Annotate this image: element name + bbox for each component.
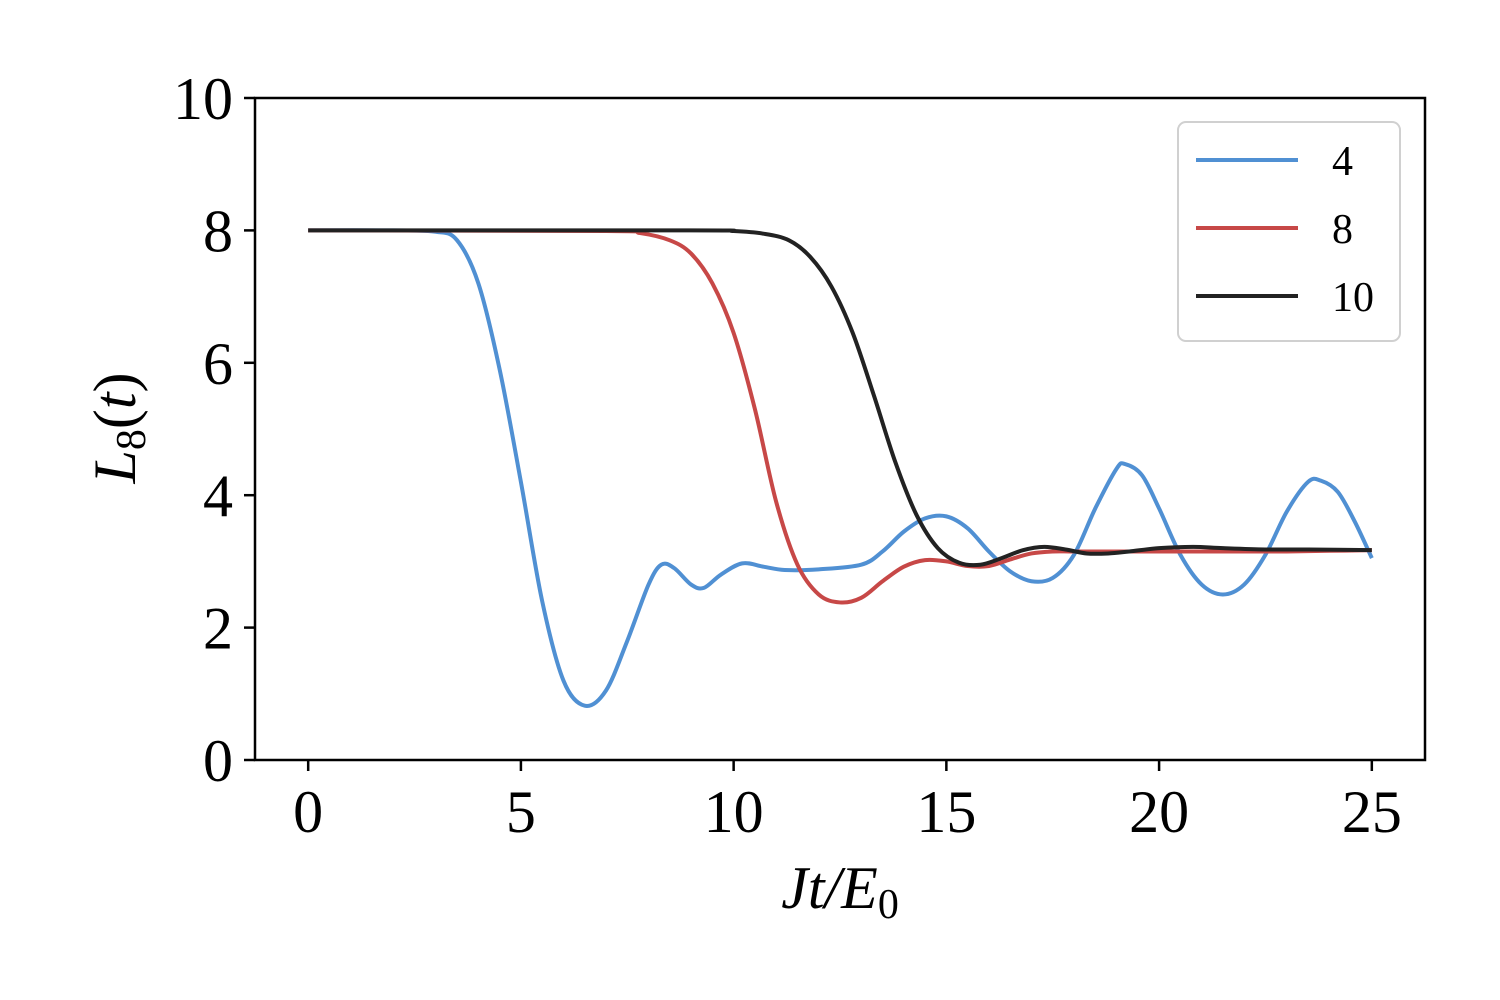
legend-box (1177, 121, 1401, 342)
y-tick-label: 10 (173, 66, 233, 132)
x-tick-label: 5 (506, 779, 536, 845)
x-axis-label: Jt/E0 (781, 855, 899, 928)
x-tick-label: 20 (1129, 779, 1189, 845)
series-line-4 (308, 228, 1374, 708)
x-tick-label: 25 (1342, 779, 1402, 845)
legend: 4 8 10 (1177, 121, 1401, 342)
series-line-8 (308, 228, 1372, 605)
y-tick-label: 6 (203, 331, 233, 397)
legend-label-10: 10 (1332, 275, 1374, 321)
y-tick-label: 0 (203, 728, 233, 794)
x-tick-label: 15 (916, 779, 976, 845)
y-tick-label: 8 (203, 198, 233, 264)
legend-label-4: 4 (1332, 139, 1353, 185)
plot-frame (253, 96, 1427, 762)
y-axis-ticks: 0 2 4 6 8 10 (173, 66, 255, 794)
x-tick-label: 0 (293, 779, 323, 845)
y-axis-label: L8(t) (82, 372, 155, 484)
series-line-10 (308, 228, 1372, 568)
y-tick-label: 2 (203, 596, 233, 662)
x-axis-ticks: 0 5 10 15 20 25 (293, 760, 1402, 845)
series-layer (308, 228, 1374, 708)
y-tick-label: 4 (203, 463, 233, 529)
x-tick-label: 10 (704, 779, 764, 845)
legend-label-8: 8 (1332, 207, 1353, 253)
